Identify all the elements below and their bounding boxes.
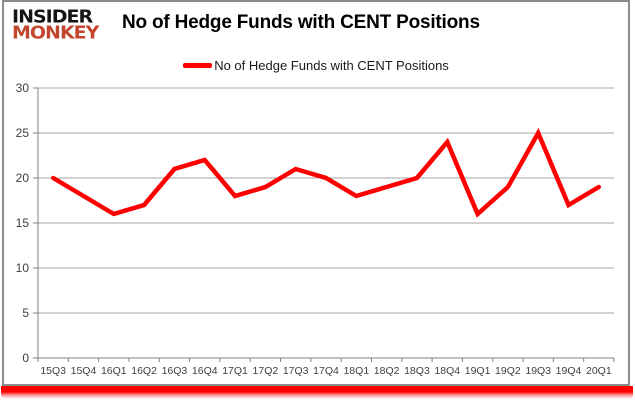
logo-line2: MONKEY: [12, 22, 99, 44]
y-axis-label: 20: [16, 171, 30, 185]
chart-title: No of Hedge Funds with CENT Positions: [122, 12, 480, 33]
logo-line1: INSIDER: [12, 6, 93, 28]
insider-monkey-logo: INSIDER MONKEY: [12, 6, 99, 44]
x-axis-label: 16Q1: [101, 365, 127, 377]
y-axis-label: 25: [16, 126, 30, 140]
x-axis-label: 17Q4: [313, 365, 339, 377]
legend-label: No of Hedge Funds with CENT Positions: [214, 58, 449, 73]
bottom-accent-bar: [1, 386, 633, 399]
x-axis-label: 17Q1: [222, 365, 248, 377]
x-axis-label: 19Q4: [556, 365, 582, 377]
chart-panel: INSIDER MONKEY No of Hedge Funds with CE…: [2, 0, 630, 386]
y-axis-label: 0: [22, 351, 29, 365]
x-axis-label: 20Q1: [586, 365, 612, 377]
y-axis-label: 30: [16, 81, 30, 95]
x-axis-label: 15Q3: [40, 365, 66, 377]
x-axis-label: 15Q4: [71, 365, 97, 377]
x-axis-label: 17Q2: [253, 365, 279, 377]
chart-svg: 0 5 10 15 20 25 30 15Q3 15Q4 16Q1 16Q2 16Q3 16Q4 17Q1…: [16, 81, 615, 377]
legend-line-swatch: [183, 63, 213, 68]
x-axis-label: 18Q4: [434, 365, 460, 377]
legend: No of Hedge Funds with CENT Positions: [4, 58, 628, 73]
y-axis-label: 5: [22, 306, 29, 320]
x-axis-label: 19Q3: [525, 365, 551, 377]
x-axis-label: 17Q3: [283, 365, 309, 377]
y-axis-label: 10: [16, 261, 30, 275]
x-axis-label: 18Q3: [404, 365, 430, 377]
x-axis-label: 16Q4: [192, 365, 218, 377]
x-axis-label: 16Q3: [162, 365, 188, 377]
x-axis-label: 18Q2: [374, 365, 400, 377]
x-axis-label: 18Q1: [343, 365, 369, 377]
series-line: [50, 127, 602, 218]
x-axis-label: 16Q2: [131, 365, 157, 377]
x-axis-label: 19Q1: [465, 365, 491, 377]
x-axis-label: 19Q2: [495, 365, 521, 377]
y-axis-label: 15: [16, 216, 30, 230]
